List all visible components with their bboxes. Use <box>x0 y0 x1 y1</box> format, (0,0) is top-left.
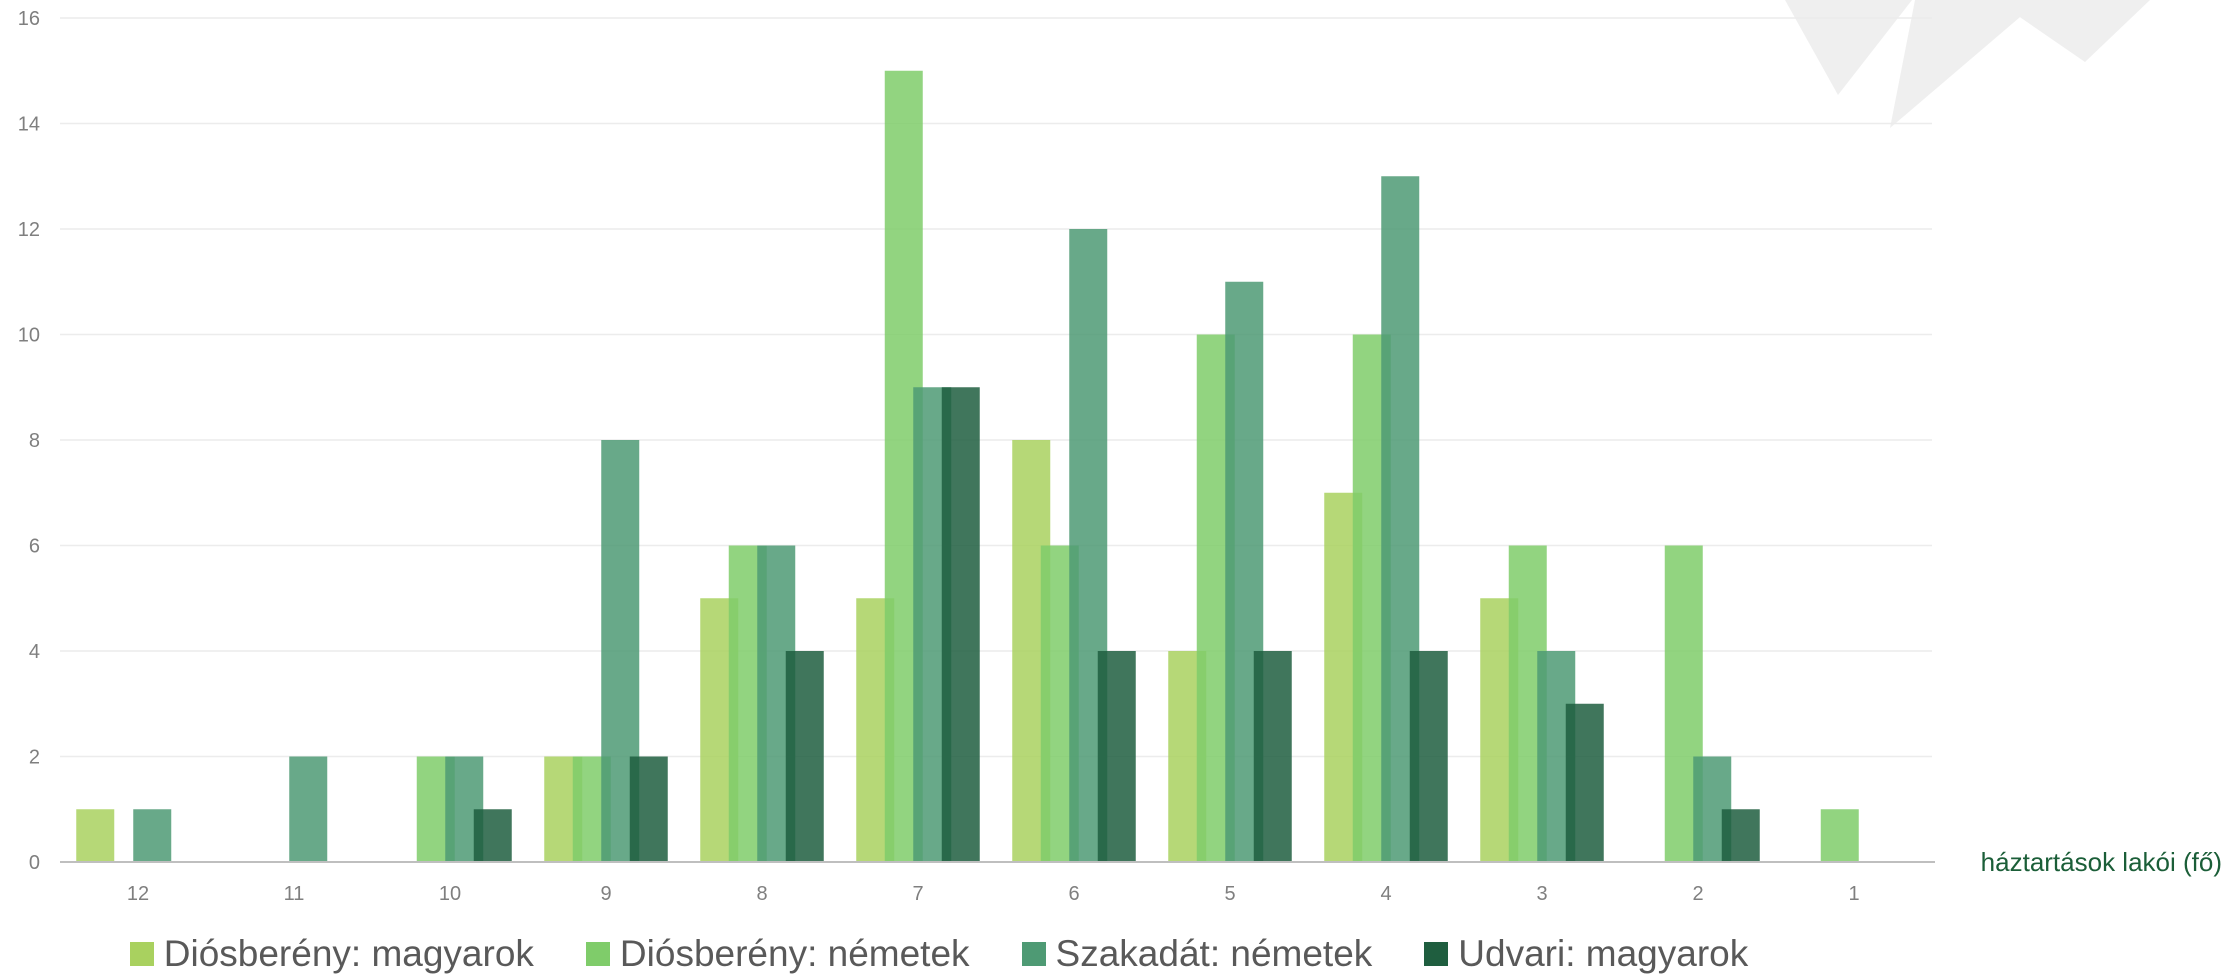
x-tick-label: 9 <box>600 883 611 905</box>
bars <box>76 70 1859 862</box>
x-tick-label: 5 <box>1224 883 1235 905</box>
gridlines <box>60 17 1932 758</box>
y-tick-label: 2 <box>29 747 40 769</box>
y-axis-ticks: 0 2 4 6 8 10 12 14 16 <box>18 8 40 874</box>
bar <box>941 387 980 862</box>
bar <box>289 756 328 862</box>
x-tick-label: 2 <box>1692 883 1703 905</box>
legend-label: Szakadát: németek <box>1055 933 1373 974</box>
bar <box>1721 809 1760 862</box>
x-axis-title: háztartások lakói (fő) <box>1981 847 2222 877</box>
bar <box>1409 651 1448 862</box>
legend-label: Udvari: magyarok <box>1458 933 1749 974</box>
legend-item: Diósberény: magyarok <box>129 933 534 975</box>
bar <box>785 651 824 862</box>
x-tick-label: 8 <box>756 883 767 905</box>
legend-swatch <box>585 942 610 966</box>
y-tick-label: 8 <box>29 430 40 452</box>
x-tick-label: 1 <box>1848 883 1859 905</box>
x-tick-label: 12 <box>127 883 149 905</box>
bar <box>473 809 512 862</box>
y-tick-label: 0 <box>29 852 40 874</box>
bar <box>629 756 668 862</box>
bar <box>1820 809 1859 862</box>
y-tick-label: 12 <box>18 219 40 241</box>
x-tick-label: 7 <box>912 883 923 905</box>
bar <box>133 809 172 862</box>
legend-label: Diósberény: magyarok <box>163 933 534 974</box>
bar-chart: 0 2 4 6 8 10 12 14 16 12 11 10 9 8 7 6 5 4 3 2 1 háztartáso… <box>18 0 2222 905</box>
legend-swatch <box>1424 942 1449 966</box>
legend-item: Diósberény: németek <box>585 933 970 975</box>
y-tick-label: 6 <box>29 536 40 558</box>
legend-item: Udvari: magyarok <box>1424 933 1748 975</box>
x-axis-ticks: 12 11 10 9 8 7 6 5 4 3 2 1 <box>127 883 1860 905</box>
watermark-logo <box>1785 0 2150 128</box>
legend: Diósberény: magyarok Diósberény: németek S… <box>0 930 2053 978</box>
legend-item: Szakadát: németek <box>1021 933 1373 975</box>
legend-label: Diósberény: németek <box>619 933 970 974</box>
bar <box>1565 703 1604 862</box>
y-tick-label: 10 <box>18 325 40 347</box>
bar <box>1253 651 1292 862</box>
bar <box>1097 651 1136 862</box>
legend-swatch <box>1021 942 1046 966</box>
x-tick-label: 6 <box>1068 883 1079 905</box>
x-tick-label: 10 <box>439 883 461 905</box>
x-tick-label: 11 <box>284 883 305 905</box>
legend-swatch <box>129 942 154 966</box>
y-tick-label: 16 <box>18 8 40 30</box>
x-tick-label: 4 <box>1380 883 1391 905</box>
y-tick-label: 14 <box>18 114 40 136</box>
bar <box>76 809 115 862</box>
x-tick-label: 3 <box>1536 883 1547 905</box>
y-tick-label: 4 <box>29 641 40 663</box>
